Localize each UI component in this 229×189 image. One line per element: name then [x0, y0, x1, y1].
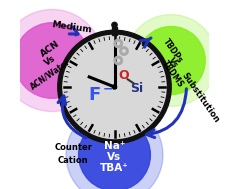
Circle shape [63, 35, 166, 139]
Text: ACN/Water: ACN/Water [29, 57, 72, 91]
Circle shape [79, 119, 150, 189]
Circle shape [112, 85, 117, 89]
Text: TBDPs: TBDPs [161, 37, 185, 65]
Bar [112, 27, 117, 35]
Text: Counter: Counter [54, 143, 92, 152]
Circle shape [58, 30, 171, 144]
Text: Vs: Vs [43, 53, 57, 67]
Circle shape [125, 15, 217, 106]
Text: $\mathbf{F^-}$: $\mathbf{F^-}$ [88, 85, 114, 104]
Bar [142, 41, 146, 45]
Text: ACN: ACN [39, 39, 62, 59]
Text: O: O [119, 69, 129, 82]
Text: Vs: Vs [166, 56, 180, 69]
Text: Medium: Medium [50, 20, 92, 34]
Text: TBDMS: TBDMS [161, 59, 185, 89]
Text: Na⁺: Na⁺ [104, 141, 125, 150]
Text: Si: Si [131, 82, 144, 95]
Text: Substitution: Substitution [180, 71, 221, 125]
Text: Cation: Cation [58, 156, 89, 165]
Text: Vs: Vs [107, 152, 122, 162]
Text: TBA⁺: TBA⁺ [100, 163, 129, 173]
Circle shape [112, 22, 117, 28]
Circle shape [1, 9, 103, 112]
Circle shape [14, 23, 90, 98]
Circle shape [137, 26, 205, 94]
Circle shape [66, 107, 163, 189]
